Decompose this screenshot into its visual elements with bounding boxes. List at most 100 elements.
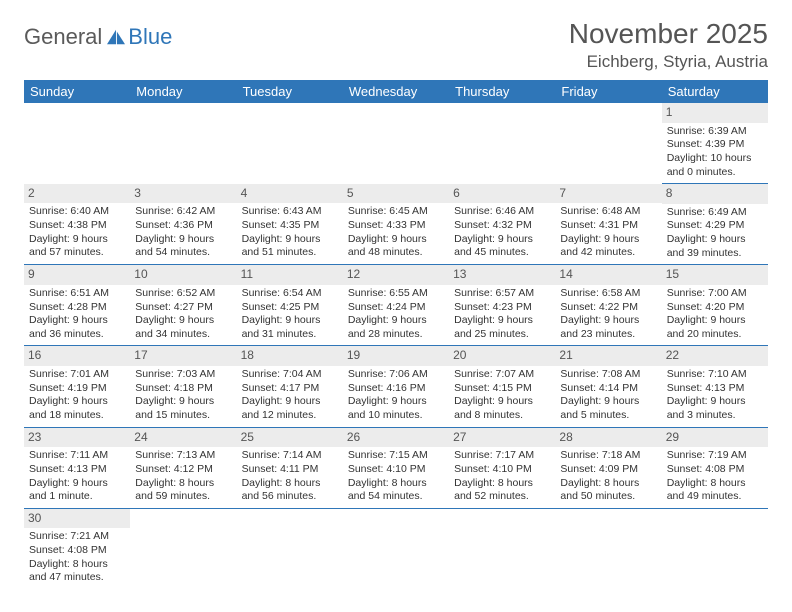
- daylight-line: Daylight: 9 hours and 51 minutes.: [242, 233, 338, 260]
- day-number: 23: [24, 428, 130, 448]
- sunrise-line: Sunrise: 7:15 AM: [348, 449, 444, 463]
- sunrise-line: Sunrise: 7:13 AM: [135, 449, 231, 463]
- day-number: 24: [130, 428, 236, 448]
- sunrise-line: Sunrise: 7:18 AM: [560, 449, 656, 463]
- sunrise-line: Sunrise: 6:42 AM: [135, 205, 231, 219]
- sunrise-line: Sunrise: 6:54 AM: [242, 287, 338, 301]
- sunset-line: Sunset: 4:17 PM: [242, 382, 338, 396]
- day-cell: 28Sunrise: 7:18 AMSunset: 4:09 PMDayligh…: [555, 427, 661, 508]
- day-cell: 14Sunrise: 6:58 AMSunset: 4:22 PMDayligh…: [555, 265, 661, 346]
- day-cell: 10Sunrise: 6:52 AMSunset: 4:27 PMDayligh…: [130, 265, 236, 346]
- sunrise-line: Sunrise: 6:58 AM: [560, 287, 656, 301]
- sunrise-line: Sunrise: 6:52 AM: [135, 287, 231, 301]
- day-cell: 4Sunrise: 6:43 AMSunset: 4:35 PMDaylight…: [237, 184, 343, 265]
- calendar-week: 23Sunrise: 7:11 AMSunset: 4:13 PMDayligh…: [24, 427, 768, 508]
- sunset-line: Sunset: 4:27 PM: [135, 301, 231, 315]
- weekday-header: Wednesday: [343, 80, 449, 103]
- day-number: 26: [343, 428, 449, 448]
- daylight-line: Daylight: 8 hours and 54 minutes.: [348, 477, 444, 504]
- day-cell: 12Sunrise: 6:55 AMSunset: 4:24 PMDayligh…: [343, 265, 449, 346]
- sunrise-line: Sunrise: 7:11 AM: [29, 449, 125, 463]
- page-title: November 2025: [569, 18, 768, 50]
- logo-text-a: General: [24, 24, 102, 50]
- daylight-line: Daylight: 9 hours and 15 minutes.: [135, 395, 231, 422]
- sunset-line: Sunset: 4:38 PM: [29, 219, 125, 233]
- day-number: 25: [237, 428, 343, 448]
- calendar-table: SundayMondayTuesdayWednesdayThursdayFrid…: [24, 80, 768, 589]
- empty-cell: [662, 508, 768, 589]
- empty-cell: [343, 103, 449, 184]
- day-number: 1: [662, 103, 768, 123]
- daylight-line: Daylight: 9 hours and 18 minutes.: [29, 395, 125, 422]
- day-number: 7: [555, 184, 661, 204]
- day-cell: 25Sunrise: 7:14 AMSunset: 4:11 PMDayligh…: [237, 427, 343, 508]
- day-cell: 2Sunrise: 6:40 AMSunset: 4:38 PMDaylight…: [24, 184, 130, 265]
- empty-cell: [24, 103, 130, 184]
- daylight-line: Daylight: 9 hours and 25 minutes.: [454, 314, 550, 341]
- weekday-header: Thursday: [449, 80, 555, 103]
- day-cell: 18 Sunrise: 7:04 AMSunset: 4:17 PMDayligh…: [237, 346, 343, 427]
- sunrise-line: Sunrise: 7:19 AM: [667, 449, 763, 463]
- sunset-line: Sunset: 4:24 PM: [348, 301, 444, 315]
- empty-cell: [130, 103, 236, 184]
- calendar-week: 2Sunrise: 6:40 AMSunset: 4:38 PMDaylight…: [24, 184, 768, 265]
- day-cell: 3Sunrise: 6:42 AMSunset: 4:36 PMDaylight…: [130, 184, 236, 265]
- sunset-line: Sunset: 4:15 PM: [454, 382, 550, 396]
- day-number: 11: [237, 265, 343, 285]
- sunrise-line: Sunrise: 6:55 AM: [348, 287, 444, 301]
- empty-cell: [343, 508, 449, 589]
- day-number: 14: [555, 265, 661, 285]
- sunrise-line: Sunrise: 6:43 AM: [242, 205, 338, 219]
- sunrise-line: Sunrise: 6:51 AM: [29, 287, 125, 301]
- daylight-line: Daylight: 9 hours and 12 minutes.: [242, 395, 338, 422]
- sunset-line: Sunset: 4:10 PM: [454, 463, 550, 477]
- sunset-line: Sunset: 4:23 PM: [454, 301, 550, 315]
- sunset-line: Sunset: 4:32 PM: [454, 219, 550, 233]
- sunset-line: Sunset: 4:22 PM: [560, 301, 656, 315]
- calendar-week: 9Sunrise: 6:51 AMSunset: 4:28 PMDaylight…: [24, 265, 768, 346]
- sunrise-line: Sunrise: 7:04 AM: [242, 368, 338, 382]
- sunset-line: Sunset: 4:12 PM: [135, 463, 231, 477]
- sunset-line: Sunset: 4:35 PM: [242, 219, 338, 233]
- daylight-line: Daylight: 8 hours and 56 minutes.: [242, 477, 338, 504]
- day-cell: 15Sunrise: 7:00 AMSunset: 4:20 PMDayligh…: [662, 265, 768, 346]
- day-number: 30: [24, 509, 130, 529]
- day-number: 17: [130, 346, 236, 366]
- empty-cell: [237, 508, 343, 589]
- day-number: 19: [343, 346, 449, 366]
- weekday-header-row: SundayMondayTuesdayWednesdayThursdayFrid…: [24, 80, 768, 103]
- day-number: 9: [24, 265, 130, 285]
- sunrise-line: Sunrise: 7:14 AM: [242, 449, 338, 463]
- daylight-line: Daylight: 9 hours and 42 minutes.: [560, 233, 656, 260]
- day-number: 3: [130, 184, 236, 204]
- day-cell: 22Sunrise: 7:10 AMSunset: 4:13 PMDayligh…: [662, 346, 768, 427]
- sunset-line: Sunset: 4:11 PM: [242, 463, 338, 477]
- sunset-line: Sunset: 4:31 PM: [560, 219, 656, 233]
- day-number: 15: [662, 265, 768, 285]
- day-number: 18: [237, 346, 343, 366]
- sunrise-line: Sunrise: 6:46 AM: [454, 205, 550, 219]
- day-cell: 23Sunrise: 7:11 AMSunset: 4:13 PMDayligh…: [24, 427, 130, 508]
- daylight-line: Daylight: 9 hours and 36 minutes.: [29, 314, 125, 341]
- calendar-week: 30Sunrise: 7:21 AMSunset: 4:08 PMDayligh…: [24, 508, 768, 589]
- daylight-line: Daylight: 9 hours and 5 minutes.: [560, 395, 656, 422]
- weekday-header: Friday: [555, 80, 661, 103]
- sunrise-line: Sunrise: 7:01 AM: [29, 368, 125, 382]
- sunrise-line: Sunrise: 6:48 AM: [560, 205, 656, 219]
- day-cell: 24Sunrise: 7:13 AMSunset: 4:12 PMDayligh…: [130, 427, 236, 508]
- location: Eichberg, Styria, Austria: [569, 52, 768, 72]
- day-number: 10: [130, 265, 236, 285]
- daylight-line: Daylight: 9 hours and 45 minutes.: [454, 233, 550, 260]
- calendar-week: 16Sunrise: 7:01 AMSunset: 4:19 PMDayligh…: [24, 346, 768, 427]
- day-number: 28: [555, 428, 661, 448]
- day-cell: 9Sunrise: 6:51 AMSunset: 4:28 PMDaylight…: [24, 265, 130, 346]
- day-cell: 17Sunrise: 7:03 AMSunset: 4:18 PMDayligh…: [130, 346, 236, 427]
- sunrise-line: Sunrise: 6:57 AM: [454, 287, 550, 301]
- day-number: 12: [343, 265, 449, 285]
- sunset-line: Sunset: 4:36 PM: [135, 219, 231, 233]
- sunset-line: Sunset: 4:19 PM: [29, 382, 125, 396]
- logo-text-b: Blue: [128, 24, 172, 50]
- logo: General Blue: [24, 24, 172, 50]
- day-number: 4: [237, 184, 343, 204]
- daylight-line: Daylight: 9 hours and 8 minutes.: [454, 395, 550, 422]
